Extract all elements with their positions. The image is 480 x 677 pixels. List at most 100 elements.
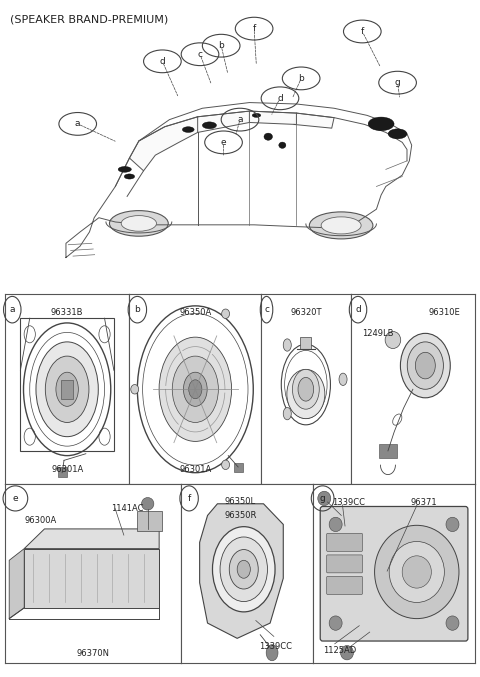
Polygon shape — [200, 504, 283, 638]
Ellipse shape — [400, 333, 450, 398]
Polygon shape — [198, 111, 250, 133]
Text: 1141AC: 1141AC — [110, 504, 143, 512]
Ellipse shape — [407, 342, 444, 389]
Text: d: d — [159, 57, 165, 66]
Text: b: b — [134, 305, 140, 314]
Text: b: b — [298, 74, 304, 83]
Text: a: a — [10, 305, 15, 314]
Polygon shape — [250, 111, 297, 125]
Circle shape — [183, 372, 207, 406]
Polygon shape — [130, 116, 198, 171]
Ellipse shape — [121, 215, 156, 232]
Circle shape — [329, 517, 342, 531]
Text: 1249LB: 1249LB — [362, 328, 394, 338]
Text: f: f — [252, 24, 256, 33]
Text: 96370N: 96370N — [76, 649, 109, 658]
Circle shape — [45, 356, 89, 422]
Text: 96331B: 96331B — [51, 308, 84, 317]
Polygon shape — [294, 113, 334, 128]
Ellipse shape — [283, 339, 291, 351]
Ellipse shape — [283, 408, 291, 420]
Text: 96300A: 96300A — [24, 517, 57, 525]
Ellipse shape — [222, 309, 229, 318]
Ellipse shape — [213, 527, 275, 612]
Polygon shape — [58, 467, 67, 477]
Ellipse shape — [292, 370, 319, 409]
FancyBboxPatch shape — [320, 506, 468, 641]
FancyBboxPatch shape — [327, 555, 362, 573]
Ellipse shape — [229, 550, 258, 589]
Text: 96301A: 96301A — [51, 465, 83, 474]
Circle shape — [402, 556, 432, 588]
Text: (SPEAKER BRAND-PREMIUM): (SPEAKER BRAND-PREMIUM) — [10, 14, 168, 24]
Ellipse shape — [310, 212, 373, 239]
Text: 96320T: 96320T — [290, 308, 322, 317]
Circle shape — [189, 380, 202, 399]
Polygon shape — [9, 548, 24, 619]
Ellipse shape — [388, 129, 407, 139]
Text: 1339CC: 1339CC — [260, 642, 292, 651]
Text: e: e — [12, 494, 18, 503]
Ellipse shape — [203, 122, 216, 129]
Ellipse shape — [131, 385, 139, 394]
Ellipse shape — [385, 332, 401, 349]
Circle shape — [329, 616, 342, 630]
Ellipse shape — [222, 460, 229, 470]
Circle shape — [36, 342, 98, 437]
Text: 96371: 96371 — [410, 498, 437, 507]
Circle shape — [446, 616, 459, 630]
Circle shape — [56, 372, 78, 406]
Text: f: f — [360, 27, 364, 36]
Text: d: d — [277, 94, 283, 103]
Ellipse shape — [220, 537, 267, 602]
Ellipse shape — [287, 370, 325, 418]
Circle shape — [340, 646, 353, 660]
Ellipse shape — [118, 167, 132, 172]
Text: 96350A: 96350A — [179, 308, 211, 317]
FancyBboxPatch shape — [137, 511, 162, 531]
Text: d: d — [355, 305, 361, 314]
FancyBboxPatch shape — [327, 533, 362, 551]
Ellipse shape — [124, 174, 134, 179]
Text: f: f — [188, 494, 191, 503]
Ellipse shape — [339, 373, 347, 385]
Text: 1339CC: 1339CC — [332, 498, 365, 507]
Text: 1125AD: 1125AD — [323, 646, 356, 655]
Polygon shape — [233, 463, 243, 472]
Text: c: c — [197, 49, 203, 59]
Text: 96301A: 96301A — [179, 465, 211, 474]
Circle shape — [172, 356, 218, 422]
Polygon shape — [379, 444, 397, 458]
Text: b: b — [218, 41, 224, 50]
Ellipse shape — [321, 217, 361, 234]
Ellipse shape — [182, 127, 194, 133]
Text: 96350R: 96350R — [224, 511, 257, 520]
Polygon shape — [24, 548, 159, 608]
Text: g: g — [320, 494, 325, 503]
Circle shape — [389, 542, 444, 603]
Ellipse shape — [264, 133, 273, 140]
Ellipse shape — [109, 211, 168, 236]
Ellipse shape — [368, 117, 394, 131]
Ellipse shape — [279, 142, 286, 148]
Text: a: a — [237, 115, 243, 124]
Circle shape — [142, 498, 154, 510]
Circle shape — [266, 645, 278, 661]
Polygon shape — [61, 380, 73, 399]
FancyBboxPatch shape — [327, 576, 362, 594]
Circle shape — [446, 517, 459, 531]
Circle shape — [159, 337, 231, 441]
Text: 96310E: 96310E — [428, 308, 460, 317]
Circle shape — [318, 492, 331, 506]
FancyBboxPatch shape — [300, 337, 311, 349]
Text: 96350L: 96350L — [225, 497, 256, 506]
Ellipse shape — [237, 561, 251, 578]
Ellipse shape — [252, 113, 261, 117]
Circle shape — [374, 525, 459, 619]
Text: c: c — [264, 305, 269, 314]
Polygon shape — [24, 529, 159, 548]
Text: a: a — [75, 119, 81, 129]
Text: g: g — [395, 78, 400, 87]
Ellipse shape — [415, 352, 435, 379]
Ellipse shape — [298, 378, 313, 401]
